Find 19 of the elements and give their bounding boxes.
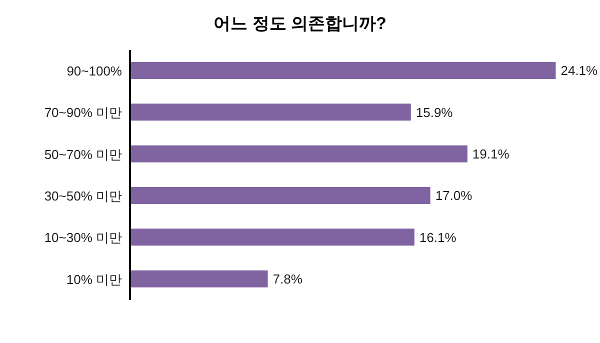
data-label: 7.8% <box>272 271 303 286</box>
bar <box>130 187 430 204</box>
data-label: 15.9% <box>416 104 454 120</box>
y-tick-label: 10% 미만 <box>66 272 122 287</box>
bar <box>130 62 556 79</box>
data-label: 16.1% <box>419 230 457 245</box>
data-label: 19.1% <box>472 146 510 162</box>
y-tick-label: 90~100% <box>66 63 122 78</box>
bar <box>130 270 268 288</box>
bar <box>130 145 468 162</box>
chart-title: 어느 정도 의존합니까? <box>212 13 388 35</box>
bar <box>130 104 411 121</box>
data-label: 24.1% <box>560 63 598 78</box>
y-tick-label: 30~50% 미만 <box>44 188 122 204</box>
data-label: 17.0% <box>435 188 473 204</box>
bar <box>130 228 414 246</box>
y-tick-label: 70~90% 미만 <box>44 105 122 120</box>
y-tick-label: 50~70% 미만 <box>44 146 122 162</box>
y-tick-label: 10~30% 미만 <box>44 230 122 246</box>
